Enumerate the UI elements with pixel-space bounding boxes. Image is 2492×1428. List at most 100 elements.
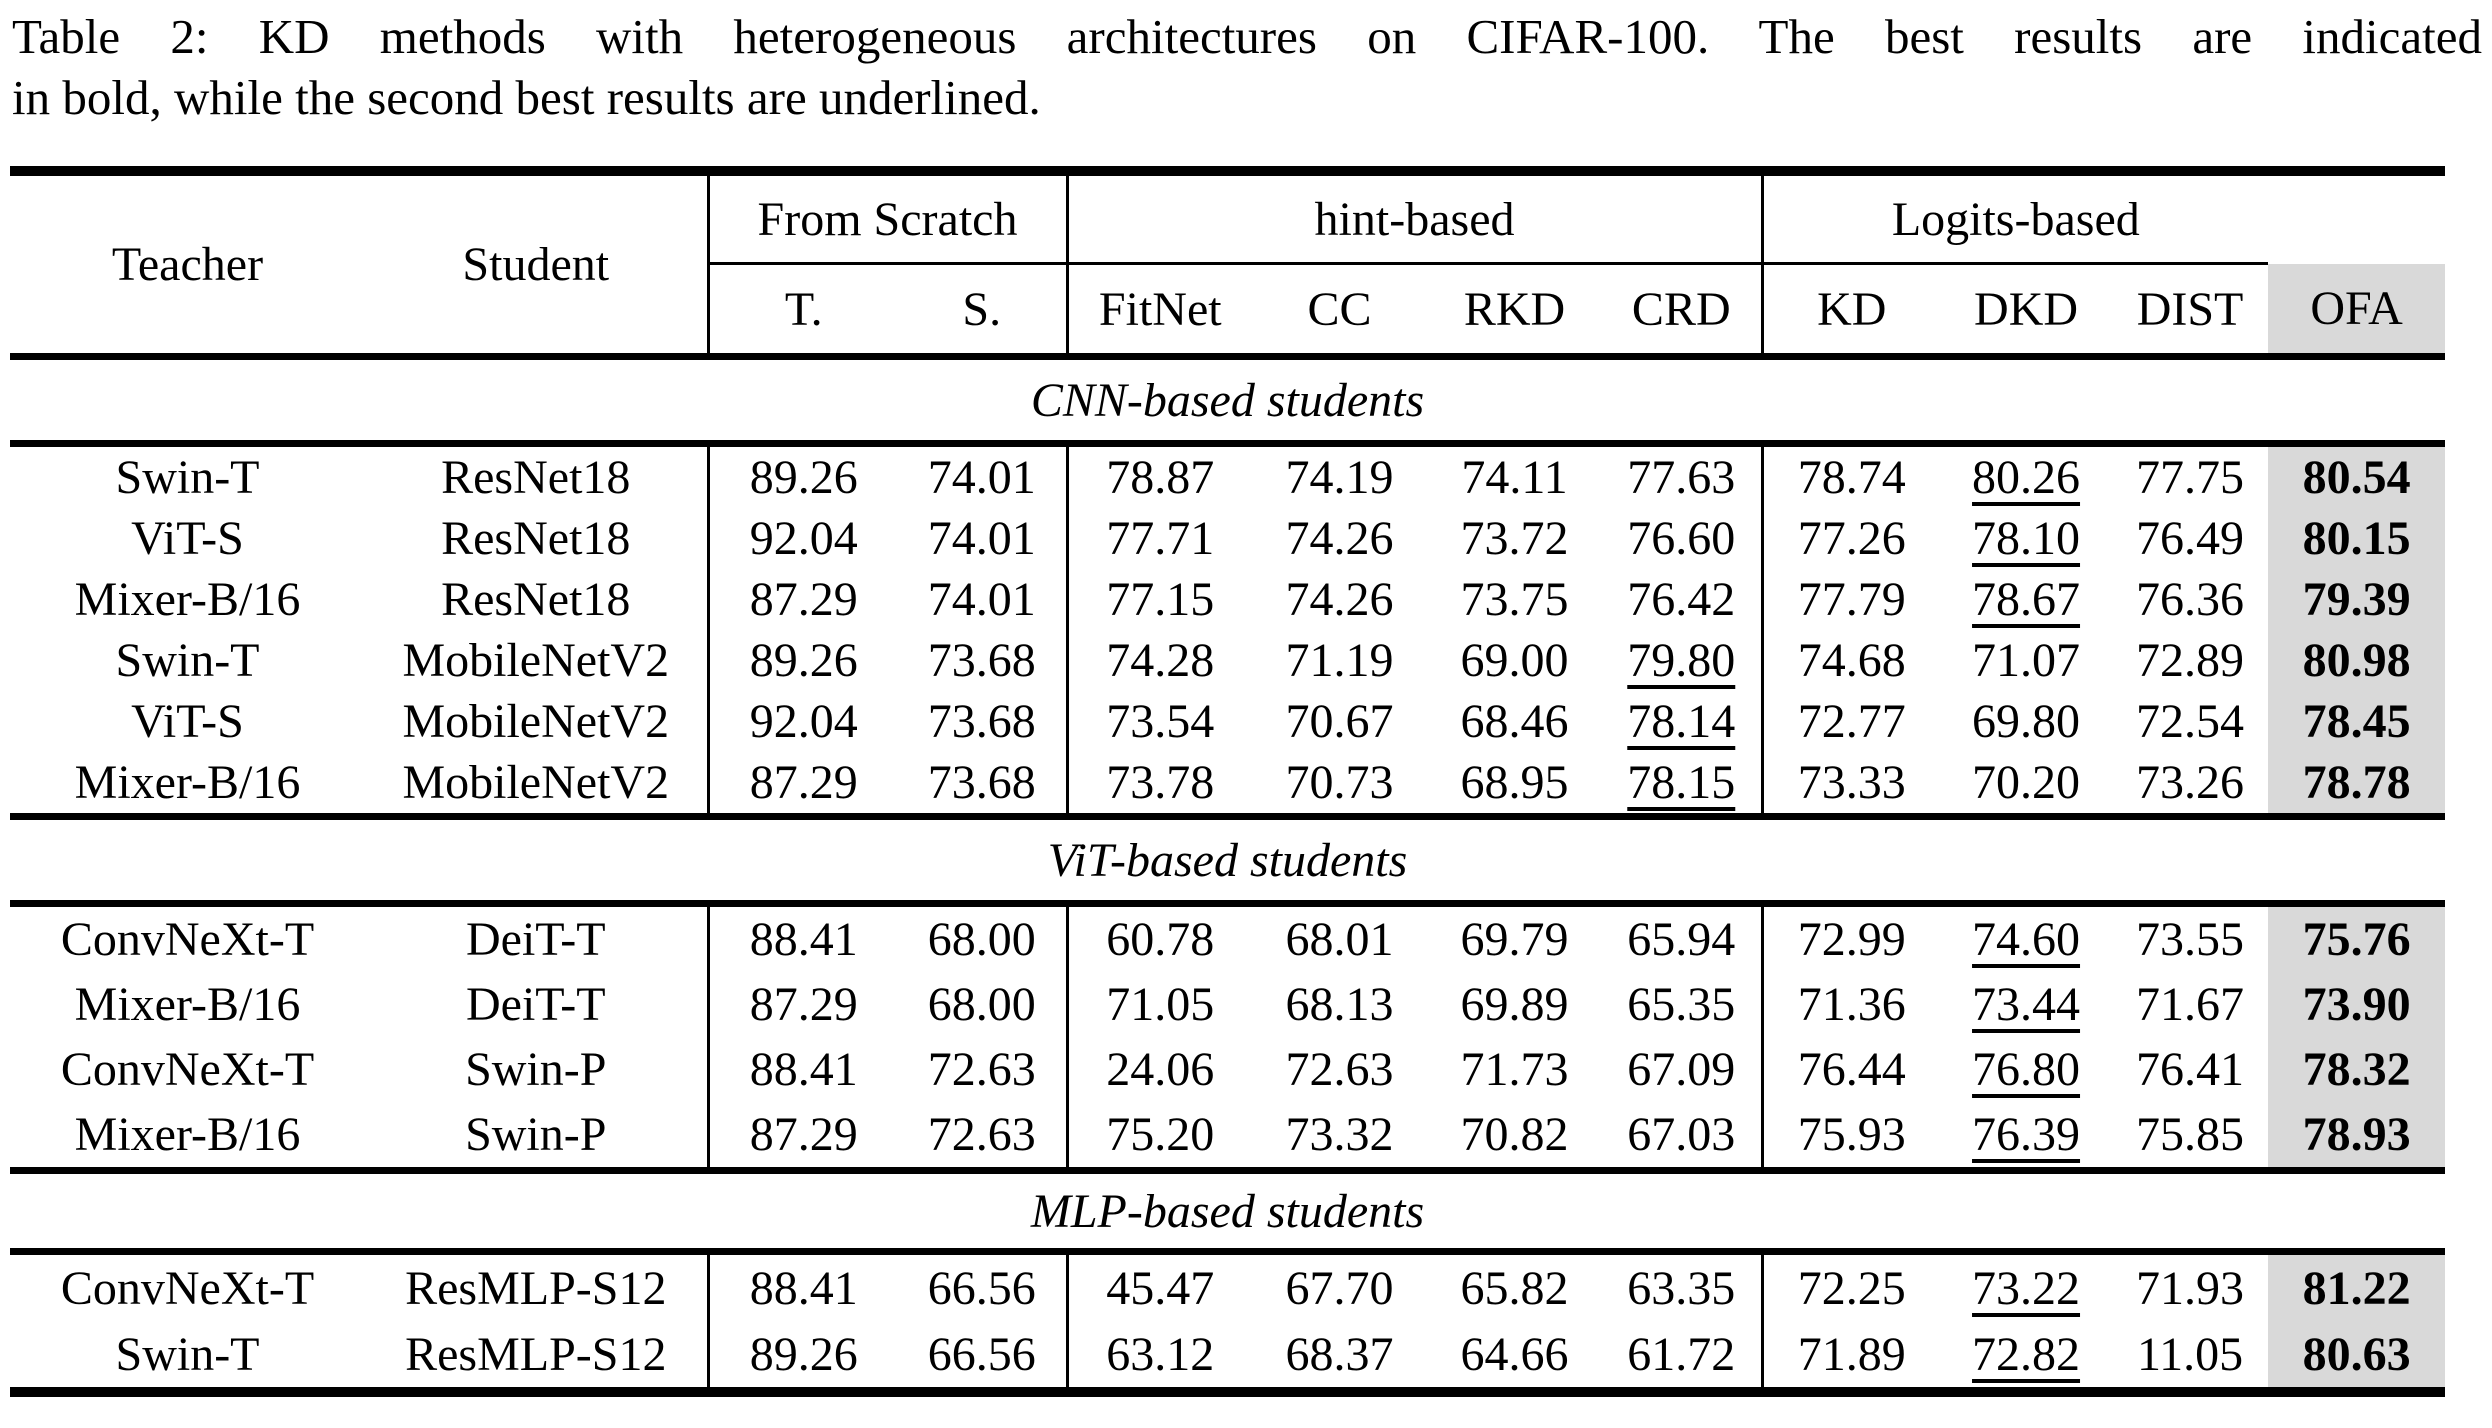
value-cell: 64.66 [1460,1327,1569,1381]
col-header-student: Student [462,238,610,291]
value-cell: 68.95 [1460,756,1569,809]
kd-results-table: Teacher Student From Scratch hint-based … [10,166,2446,1397]
col-header-crd: CRD [1631,282,1731,336]
table-row: ConvNeXt-T DeiT-T 88.41 68.00 60.78 68.01 69.7… [10,903,2446,972]
value-cell: 80.98 [2268,630,2446,691]
value-cell: 73.22 [1972,1261,2081,1315]
value-cell: 76.42 [1627,573,1736,626]
value-cell: 78.74 [1760,443,1941,508]
value-cell: 74.28 [1065,630,1253,691]
value-cell: 77.75 [2136,451,2245,504]
value-cell: 65.94 [1627,913,1736,966]
value-cell: 77.79 [1760,569,1941,630]
value-cell: 78.78 [2268,752,2446,817]
value-cell: 74.26 [1285,512,1394,565]
value-cell: 87.29 [706,752,898,817]
value-cell: 73.32 [1285,1108,1394,1161]
student-cell: ResMLP-S12 [405,1327,667,1381]
teacher-cell: ConvNeXt-T [60,913,315,966]
value-cell: 70.73 [1285,756,1394,809]
table-row: Swin-T ResNet18 89.26 74.01 78.87 74.19 74.11 7… [10,443,2446,508]
col-header-ofa: OFA [2268,263,2446,357]
value-cell: 78.67 [1972,573,2081,626]
student-cell: ResNet18 [441,451,631,504]
value-cell: 68.01 [1285,913,1394,966]
student-cell: MobileNetV2 [402,756,670,809]
value-cell: 65.35 [1627,978,1736,1031]
student-cell: MobileNetV2 [402,634,670,687]
value-cell: 71.93 [2136,1261,2245,1315]
value-cell: 73.55 [2136,913,2245,966]
value-cell: 69.89 [1460,978,1569,1031]
value-cell: 76.41 [2136,1043,2245,1096]
value-cell: 69.00 [1460,634,1569,687]
table-row: Mixer-B/16 DeiT-T 87.29 68.00 71.05 68.13 69.8… [10,972,2446,1037]
value-cell: 73.44 [1972,978,2081,1031]
table-row: Mixer-B/16 MobileNetV2 87.29 73.68 73.78 70.7… [10,752,2446,817]
value-cell: 63.12 [1065,1321,1253,1392]
value-cell: 68.00 [927,978,1036,1031]
value-cell: 63.35 [1627,1261,1736,1315]
value-cell: 74.01 [927,451,1036,504]
value-cell: 87.29 [706,569,898,630]
value-cell: 71.19 [1285,634,1394,687]
value-cell: 73.68 [927,695,1036,748]
col-header-fitnet: FitNet [1065,263,1253,357]
value-cell: 74.01 [927,512,1036,565]
teacher-cell: Swin-T [115,451,260,504]
value-cell: 74.19 [1285,451,1394,504]
value-cell: 74.11 [1461,451,1568,504]
value-cell: 71.73 [1460,1043,1569,1096]
group-header-from-scratch: From Scratch [706,171,1068,265]
value-cell: 71.67 [2136,978,2245,1031]
value-cell: 78.15 [1627,756,1736,809]
value-cell: 76.39 [1972,1108,2081,1161]
value-cell: 87.29 [706,1102,898,1171]
value-cell: 89.26 [706,443,898,508]
student-cell: MobileNetV2 [402,695,670,748]
col-header-cc: CC [1307,282,1372,336]
col-header-teacher: Teacher [111,238,264,291]
table-row: Mixer-B/16 ResNet18 87.29 74.01 77.15 74.26 73… [10,569,2446,630]
value-cell: 73.90 [2268,972,2446,1037]
header-method-row: T. S. FitNet CC RKD CRD KD DKD DIST OFA [10,263,2446,357]
value-cell: 78.32 [2268,1037,2446,1102]
value-cell: 75.93 [1760,1102,1941,1171]
value-cell: 79.39 [2268,569,2446,630]
teacher-cell: Mixer-B/16 [74,978,301,1031]
group-header-logits-based: Logits-based [1760,171,2269,265]
value-cell: 70.20 [1972,756,2081,809]
value-cell: 68.00 [927,913,1036,966]
value-cell: 72.63 [1285,1043,1394,1096]
value-cell: 72.54 [2136,695,2245,748]
table-row: ConvNeXt-T Swin-P 88.41 72.63 24.06 72.63 71.7… [10,1037,2446,1102]
value-cell: 66.56 [927,1327,1036,1381]
value-cell: 78.14 [1627,695,1736,748]
teacher-cell: ViT-S [131,695,244,748]
value-cell: 78.93 [2268,1102,2446,1171]
value-cell: 88.41 [706,1251,898,1321]
value-cell: 76.49 [2136,512,2245,565]
value-cell: 88.41 [706,903,898,972]
teacher-cell: Mixer-B/16 [74,573,301,626]
col-header-dkd: DKD [1974,282,2079,336]
value-cell: 75.76 [2268,903,2446,972]
header-group-row: Teacher Student From Scratch hint-based … [10,171,2445,291]
teacher-cell: Swin-T [115,634,260,687]
value-cell: 68.37 [1285,1327,1394,1381]
table-row: ConvNeXt-T ResMLP-S12 88.41 66.56 45.47 67.70… [10,1251,2446,1321]
table-body: CNN-based students Swin-T ResNet18 89.26 74.… [10,353,2446,1392]
value-cell: 74.01 [927,573,1036,626]
value-cell: 80.26 [1972,451,2081,504]
value-cell: 70.67 [1285,695,1394,748]
value-cell: 73.54 [1065,691,1253,752]
value-cell: 68.13 [1285,978,1394,1031]
value-cell: 88.41 [706,1037,898,1102]
value-cell: 71.89 [1760,1321,1941,1392]
value-cell: 89.26 [706,1321,898,1392]
student-cell: ResMLP-S12 [405,1261,667,1315]
value-cell: 87.29 [706,972,898,1037]
value-cell: 73.26 [2136,756,2245,809]
section-title-row: ViT-based students [10,813,2446,907]
